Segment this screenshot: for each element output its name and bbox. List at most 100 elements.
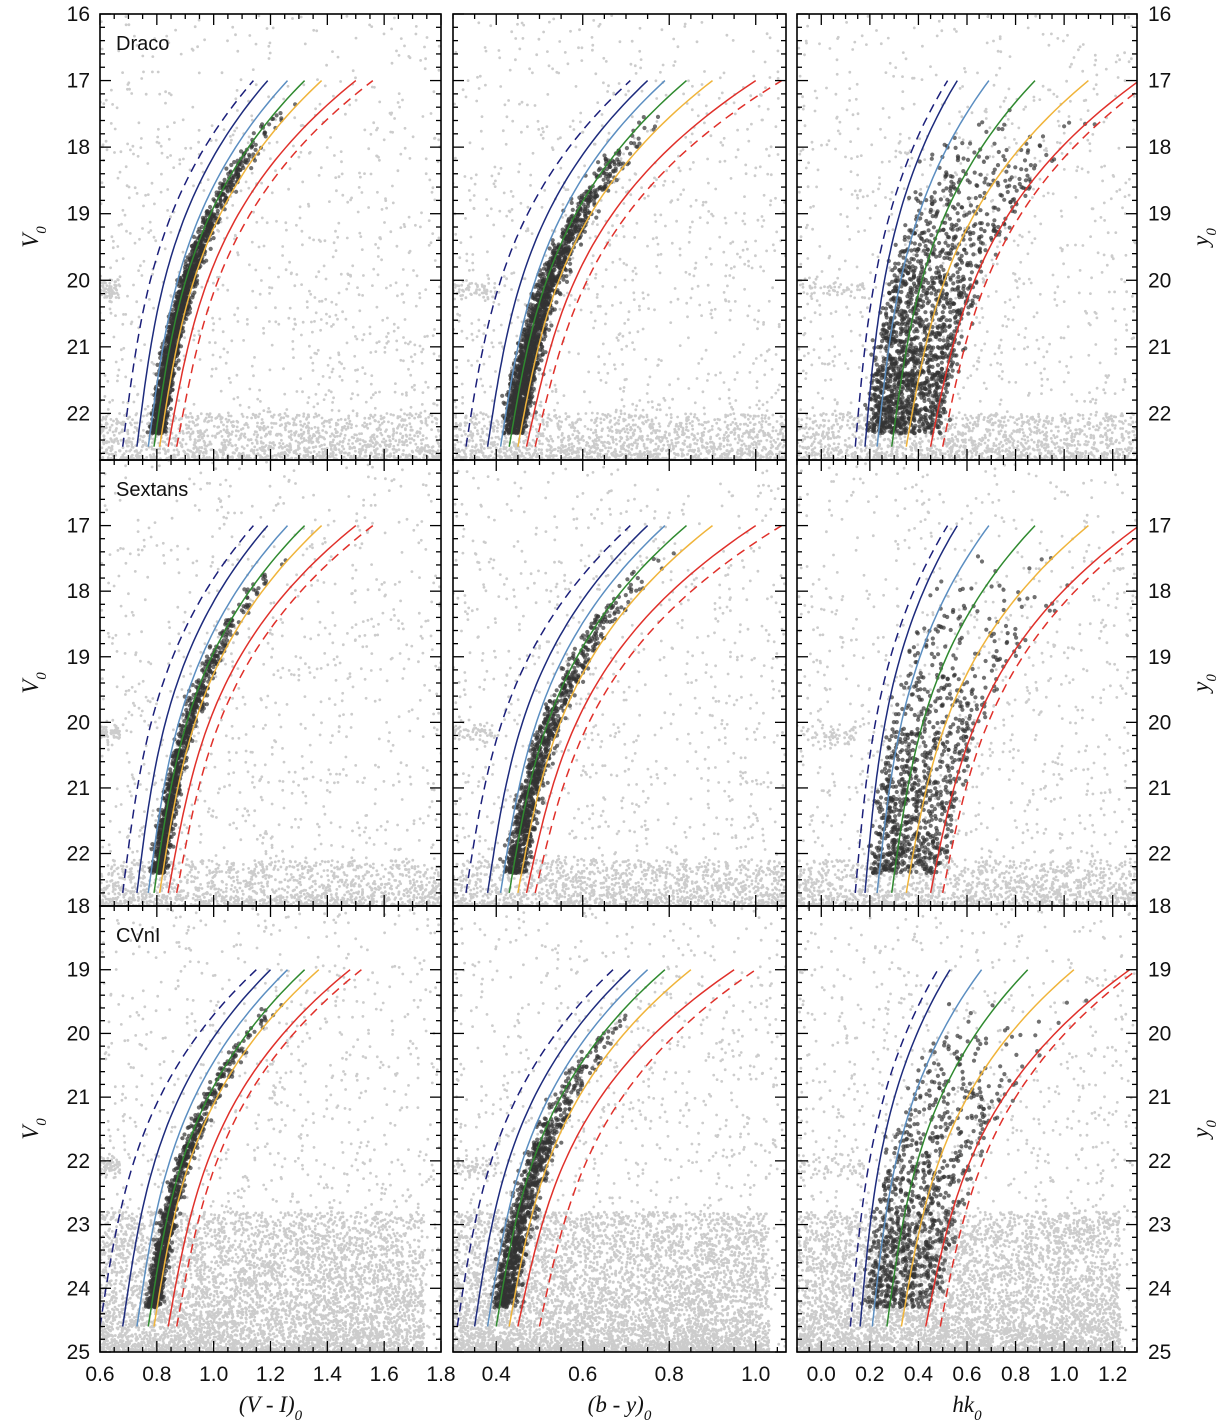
field-star: [197, 435, 201, 438]
field-star: [361, 338, 364, 342]
field-star: [310, 436, 314, 440]
field-star: [341, 193, 345, 197]
isochrone-red: [167, 80, 357, 447]
member-star: [205, 223, 210, 228]
field-star: [313, 320, 316, 323]
field-star: [367, 206, 370, 209]
field-star: [618, 387, 622, 391]
field-star: [310, 427, 313, 430]
field-star: [392, 322, 396, 326]
field-star: [319, 166, 323, 170]
field-star: [471, 253, 475, 256]
field-star: [715, 447, 719, 451]
field-star: [728, 318, 732, 322]
field-star: [192, 184, 195, 188]
field-star: [700, 83, 704, 86]
field-star: [510, 288, 513, 291]
field-star: [763, 373, 767, 377]
field-star: [402, 449, 405, 452]
field-star: [750, 266, 754, 270]
field-star: [760, 225, 764, 228]
field-star: [292, 327, 295, 331]
field-star: [104, 98, 108, 102]
field-star: [267, 446, 270, 450]
field-star: [403, 126, 407, 130]
field-star: [370, 85, 374, 89]
field-star: [405, 413, 409, 417]
field-star: [126, 142, 129, 146]
field-star: [233, 313, 237, 317]
field-star: [568, 423, 571, 427]
field-star: [233, 237, 236, 241]
field-star: [311, 445, 315, 449]
field-star: [677, 154, 680, 158]
field-star: [116, 419, 119, 423]
field-star: [264, 455, 267, 459]
field-star: [653, 184, 656, 188]
field-star: [125, 184, 129, 188]
field-star: [459, 440, 463, 444]
field-star: [370, 374, 374, 377]
field-star: [730, 405, 733, 409]
field-star: [334, 453, 338, 457]
field-star: [757, 414, 760, 418]
field-star: [285, 228, 288, 232]
field-star: [210, 416, 214, 419]
field-star: [257, 245, 261, 249]
field-star: [462, 429, 466, 433]
field-star: [328, 442, 332, 446]
field-star: [343, 433, 347, 437]
field-star: [351, 392, 354, 396]
field-star: [499, 323, 503, 327]
field-star: [316, 426, 320, 430]
field-star: [771, 426, 775, 429]
member-star: [157, 383, 162, 388]
field-star: [548, 369, 552, 372]
field-star: [428, 449, 432, 452]
field-star: [416, 449, 420, 453]
field-star: [180, 443, 184, 446]
field-star: [329, 452, 333, 455]
hb-star: [118, 284, 122, 288]
field-star: [415, 431, 419, 435]
field-star: [203, 447, 207, 451]
field-star: [114, 453, 118, 457]
field-star: [254, 268, 258, 272]
field-star: [700, 357, 704, 361]
field-star: [398, 415, 402, 419]
field-star: [196, 423, 200, 426]
field-star: [219, 417, 223, 421]
field-star: [279, 416, 283, 420]
field-star: [118, 170, 122, 174]
field-star: [315, 430, 318, 434]
field-star: [352, 445, 356, 449]
field-star: [358, 454, 362, 458]
field-star: [352, 454, 356, 458]
field-star: [291, 347, 295, 351]
hb-star: [109, 289, 113, 293]
member-star: [235, 174, 240, 179]
field-star: [719, 371, 722, 375]
field-star: [744, 240, 748, 244]
field-star: [398, 423, 401, 427]
field-star: [607, 131, 611, 135]
field-star: [242, 339, 246, 342]
field-star: [497, 303, 501, 306]
field-star: [768, 36, 772, 40]
field-star: [606, 371, 610, 375]
member-star: [172, 371, 177, 376]
field-star: [583, 390, 586, 394]
field-star: [283, 412, 287, 415]
field-star: [140, 137, 143, 140]
field-star: [363, 416, 367, 420]
field-star: [387, 454, 391, 458]
member-star: [161, 397, 166, 402]
field-star: [480, 345, 484, 349]
field-star: [301, 243, 304, 247]
field-star: [148, 220, 152, 224]
hb-star: [105, 295, 109, 299]
field-star: [199, 433, 202, 437]
field-star: [379, 428, 382, 431]
field-star: [260, 216, 264, 220]
field-star: [107, 453, 111, 456]
